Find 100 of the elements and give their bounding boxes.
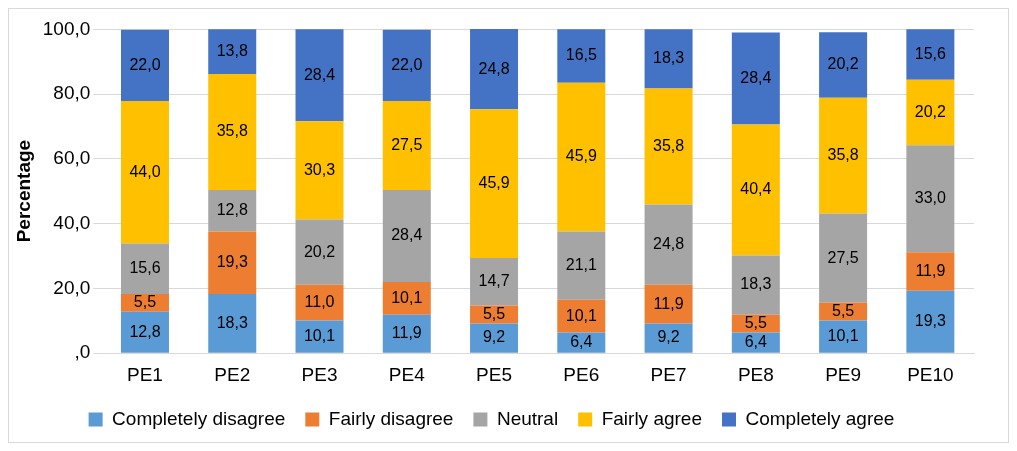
data-label: 11,9	[391, 324, 422, 342]
bar	[731, 332, 780, 353]
data-label: 27,5	[827, 248, 859, 266]
bar	[557, 332, 606, 353]
x-tick-label: PE10	[907, 363, 954, 385]
data-label: 6,4	[570, 332, 593, 350]
data-label: 5,5	[133, 293, 157, 311]
bar	[819, 320, 868, 353]
bar	[208, 74, 257, 190]
data-label: 18,3	[740, 275, 772, 293]
data-label: 44,0	[129, 162, 161, 180]
bar	[906, 252, 955, 291]
bar	[906, 79, 955, 146]
bar	[470, 323, 519, 353]
x-tick-label: PE1	[127, 363, 163, 385]
bar	[382, 281, 431, 315]
data-label: 5,5	[831, 301, 855, 319]
bar	[382, 100, 431, 190]
bar	[120, 100, 169, 244]
data-label: 10,1	[391, 288, 423, 306]
bar	[382, 29, 431, 101]
bar	[819, 32, 868, 98]
bar	[295, 219, 344, 285]
data-label: 14,7	[478, 272, 510, 290]
data-label: 30,3	[303, 160, 336, 178]
bar	[295, 320, 344, 353]
bar	[644, 204, 693, 285]
x-tick-label: PE5	[476, 363, 512, 385]
data-label: 12,8	[216, 201, 248, 219]
data-label: 15,6	[914, 44, 947, 62]
data-label: 20,2	[827, 55, 859, 73]
data-label: 6,4	[744, 332, 768, 350]
data-label: 10,1	[303, 327, 336, 344]
bar	[644, 88, 693, 205]
data-label: 20,2	[303, 242, 336, 260]
data-label: 16,5	[565, 46, 597, 64]
y-tick-label: ,0	[74, 341, 91, 363]
y-tick-label: 20,0	[53, 276, 91, 298]
data-label: 35,8	[653, 136, 685, 154]
bar	[120, 29, 169, 101]
bar	[819, 97, 868, 214]
data-label: 40,4	[740, 180, 772, 198]
data-label: 10,1	[565, 306, 597, 324]
data-label: 9,2	[657, 328, 680, 346]
data-label: 24,8	[653, 235, 685, 253]
bar	[731, 124, 780, 256]
data-label: 33,0	[914, 189, 947, 207]
data-label: 21,1	[565, 256, 597, 273]
data-label: 10,1	[827, 327, 859, 344]
data-label: 13,8	[216, 42, 248, 60]
bar	[382, 314, 431, 353]
bar	[819, 213, 868, 303]
data-label: 45,9	[565, 147, 597, 165]
y-tick-label: 60,0	[53, 147, 91, 169]
bar	[906, 145, 955, 253]
bar	[731, 255, 780, 315]
bar	[208, 29, 257, 75]
bar	[295, 29, 344, 122]
bar	[906, 290, 955, 353]
data-label: 19,3	[914, 312, 947, 330]
data-label: 24,8	[478, 59, 510, 77]
data-label: 18,3	[653, 49, 685, 67]
bar	[731, 32, 780, 125]
x-tick-label: PE6	[563, 363, 600, 385]
bar	[295, 121, 344, 220]
bar	[208, 231, 257, 294]
data-label: 22,0	[129, 55, 161, 73]
x-tick-label: PE7	[650, 363, 687, 385]
x-tick-label: PE4	[388, 363, 426, 385]
y-tick-label: 80,0	[53, 82, 91, 104]
data-label: 28,4	[303, 65, 336, 83]
data-label: 22,0	[391, 55, 423, 73]
bar	[557, 82, 606, 232]
data-label: 27,5	[391, 135, 423, 153]
x-tick-label: PE2	[214, 363, 251, 385]
data-label: 5,5	[744, 313, 768, 331]
bar	[470, 109, 519, 258]
bar	[557, 231, 606, 300]
data-label: 45,9	[478, 174, 510, 192]
legend-label: Completely agree	[745, 407, 895, 429]
data-label: 19,3	[216, 253, 248, 271]
data-label: 35,8	[216, 122, 248, 140]
bar	[120, 311, 169, 353]
legend-label: Fairly disagree	[328, 407, 454, 429]
data-label: 11,0	[304, 293, 335, 311]
legend-label: Completely disagree	[112, 407, 286, 429]
bar	[470, 29, 519, 110]
data-label: 5,5	[482, 304, 506, 322]
data-label: 18,3	[216, 313, 248, 331]
bar	[208, 293, 257, 353]
data-label: 20,2	[914, 102, 947, 120]
data-label: 11,9	[915, 261, 946, 279]
data-label: 12,8	[129, 322, 161, 340]
legend-label: Fairly agree	[601, 407, 702, 429]
x-tick-label: PE8	[737, 363, 774, 385]
y-axis-title: Percentage	[12, 139, 34, 243]
bar	[470, 257, 519, 306]
y-tick-label: 40,0	[53, 211, 91, 233]
data-label: 15,6	[129, 259, 161, 277]
x-tick-label: PE3	[301, 363, 338, 385]
